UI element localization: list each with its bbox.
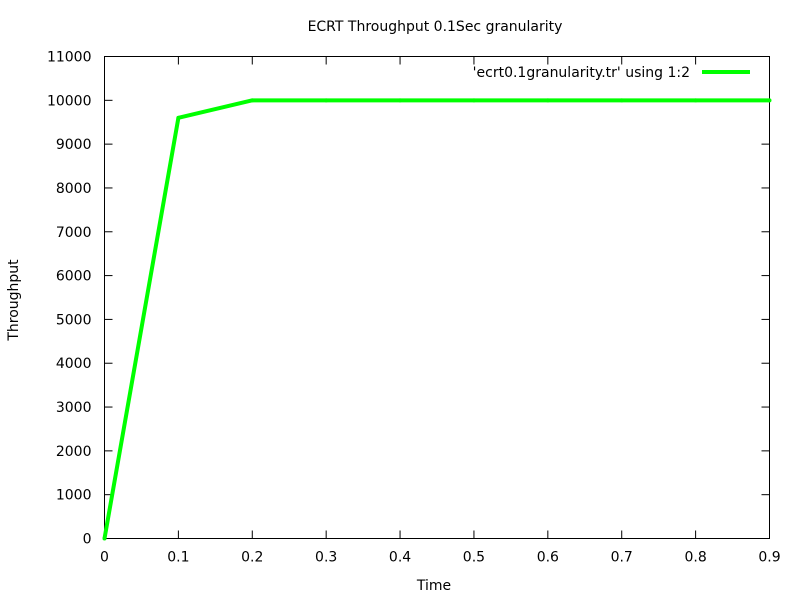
x-tick-label: 0.9 — [758, 550, 780, 566]
x-tick-label: 0.1 — [167, 550, 189, 566]
y-axis-ticks: 0 1000 2000 3000 4000 5000 6000 7000 8000 9000 100… — [47, 50, 770, 548]
x-tick-label: 0.4 — [389, 550, 411, 566]
legend-label: 'ecrt0.1granularity.tr' using 1:2 — [473, 65, 690, 81]
y-tick-label: 1000 — [56, 488, 92, 504]
series-line — [102, 98, 770, 539]
data-point — [471, 98, 476, 103]
y-tick-label: 0 — [83, 532, 92, 548]
x-tick-label: 0.6 — [537, 550, 559, 566]
plot-frame — [104, 56, 770, 539]
x-tick-label: 0.2 — [241, 550, 263, 566]
chart-title: ECRT Throughput 0.1Sec granularity — [308, 19, 563, 35]
data-point — [324, 98, 329, 103]
y-tick-label: 8000 — [56, 181, 92, 197]
y-tick-label: 9000 — [56, 137, 92, 153]
series-group — [102, 98, 772, 541]
y-tick-label: 2000 — [56, 444, 92, 460]
y-axis-label: Throughput — [6, 259, 22, 342]
y-tick-label: 10000 — [47, 93, 92, 109]
data-point — [398, 98, 403, 103]
legend: 'ecrt0.1granularity.tr' using 1:2 — [473, 65, 750, 81]
y-tick-label: 7000 — [56, 225, 92, 241]
data-point — [693, 98, 698, 103]
data-point — [767, 98, 772, 103]
y-tick-label: 4000 — [56, 356, 92, 372]
x-tick-label: 0.5 — [463, 550, 485, 566]
data-point — [250, 98, 255, 103]
y-tick-label: 11000 — [47, 50, 92, 66]
y-tick-label: 5000 — [56, 312, 92, 328]
x-tick-label: 0 — [100, 550, 109, 566]
data-point — [619, 98, 624, 103]
x-tick-label: 0.3 — [315, 550, 337, 566]
data-point — [545, 98, 550, 103]
y-tick-label: 3000 — [56, 400, 92, 416]
x-axis-label: Time — [416, 578, 451, 594]
data-point — [102, 536, 107, 541]
x-tick-label: 0.8 — [684, 550, 706, 566]
data-point — [176, 115, 181, 120]
x-tick-label: 0.7 — [611, 550, 633, 566]
y-tick-label: 6000 — [56, 269, 92, 285]
